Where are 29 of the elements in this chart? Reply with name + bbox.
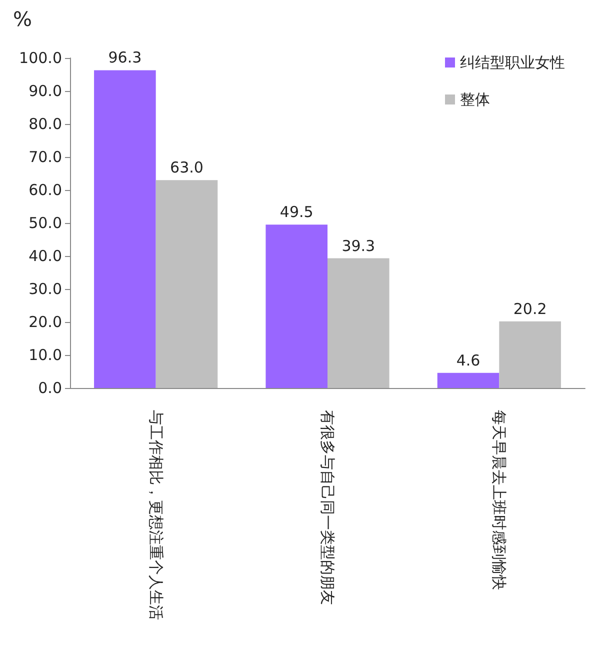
x-tick-label: 每天早晨去上班时感到愉快 xyxy=(490,410,508,590)
x-tick-label: 有很多与自己同一类型的朋友 xyxy=(318,410,336,605)
text: 4.6 xyxy=(456,351,480,370)
y-axis-title: % xyxy=(13,7,32,31)
text: 39.3 xyxy=(342,236,376,255)
y-tick-label: 90.0 xyxy=(28,82,62,100)
bar xyxy=(266,224,328,388)
y-tick-label: 70.0 xyxy=(28,148,62,166)
y-tick-label: 40.0 xyxy=(28,247,62,265)
bar xyxy=(328,258,390,388)
text: 63.0 xyxy=(170,158,204,177)
y-tick-label: 50.0 xyxy=(28,214,62,232)
text: 20.2 xyxy=(513,300,547,318)
y-tick-label: 80.0 xyxy=(28,115,62,133)
x-tick-label: 与工作相比，更想注重个人生活 xyxy=(146,410,165,620)
bar xyxy=(499,321,561,388)
y-tick-label: 10.0 xyxy=(28,346,62,364)
text: 96.3 xyxy=(108,48,142,67)
y-tick-label: 20.0 xyxy=(28,313,62,331)
y-tick-label: 60.0 xyxy=(28,181,62,199)
y-tick-label: 30.0 xyxy=(28,280,62,298)
bar xyxy=(94,70,156,388)
legend-label: 纠结型职业女性 xyxy=(460,54,565,72)
y-tick-label: 0.0 xyxy=(38,379,62,397)
text: 49.5 xyxy=(280,203,314,222)
bar xyxy=(437,372,500,388)
y-tick-label: 100.0 xyxy=(19,49,62,67)
bar xyxy=(156,180,218,388)
legend-label: 整体 xyxy=(460,90,490,108)
